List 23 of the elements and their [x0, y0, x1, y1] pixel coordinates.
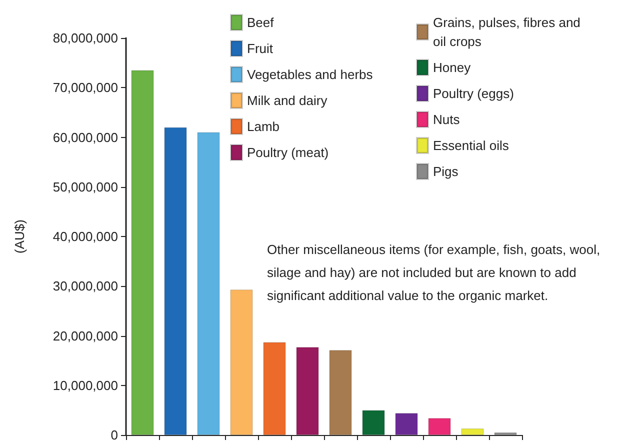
y-tick-label: 20,000,000 [52, 328, 118, 344]
legend-label: Honey [433, 60, 472, 75]
y-tick-label: 80,000,000 [52, 30, 118, 46]
legend-label: Vegetables and herbs [247, 67, 374, 82]
legend-label: Poultry (eggs) [433, 86, 514, 101]
legend-label: Poultry (meat) [247, 145, 329, 160]
annotation: Other miscellaneous items (for example, fish, goats, wool, silage and hay) are not included but are known to add significant additional value to the organic market. [267, 242, 604, 303]
y-axis-title: (AU$) [12, 220, 27, 254]
y-tick-label: 10,000,000 [52, 378, 118, 393]
y-tick-label: 70,000,000 [52, 80, 118, 96]
legend-label: Pigs [433, 164, 459, 179]
legend-label: Grains, pulses, fibres and oil crops [433, 15, 584, 49]
legend-label: Beef [247, 15, 274, 30]
y-tick-label: 40,000,000 [52, 229, 118, 244]
legend-label: Essential oils [433, 138, 510, 153]
y-tick-label: 60,000,000 [52, 130, 118, 145]
legend-label: Milk and dairy [247, 93, 328, 108]
y-tick-label: 50,000,000 [52, 179, 118, 194]
y-tick-label: 30,000,000 [52, 278, 118, 294]
legend-label: Fruit [247, 41, 274, 56]
legend-label: Nuts [433, 112, 460, 127]
legend-label: Lamb [247, 119, 280, 134]
y-tick-label: 0 [110, 428, 118, 442]
